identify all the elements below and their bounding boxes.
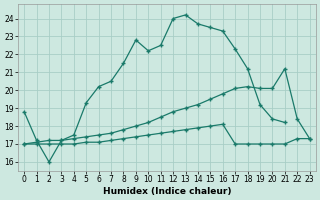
X-axis label: Humidex (Indice chaleur): Humidex (Indice chaleur)	[103, 187, 231, 196]
